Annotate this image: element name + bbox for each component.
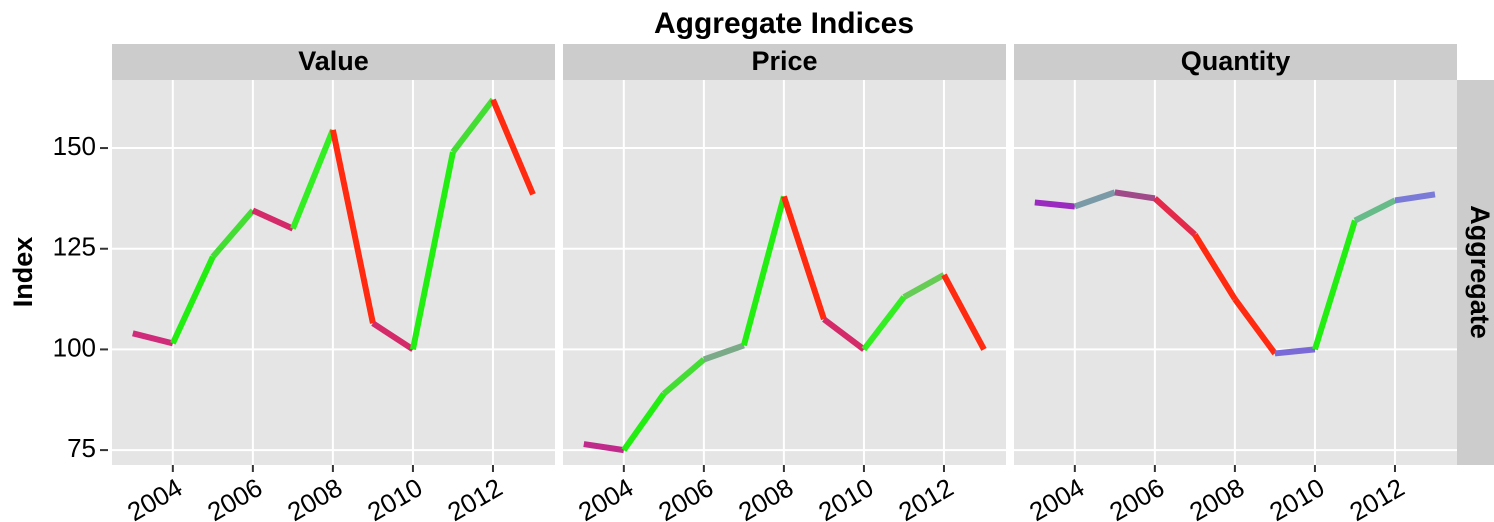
facet-strip <box>563 44 1006 80</box>
line-segment <box>702 342 745 363</box>
x-tick-label: 2012 <box>442 472 507 522</box>
x-tick-label: 2008 <box>282 472 347 522</box>
line-segment <box>861 295 907 352</box>
x-tick-label: 2006 <box>202 472 267 522</box>
line-segment <box>1353 197 1397 224</box>
y-tick-label: 150 <box>53 131 96 161</box>
line-segment <box>210 208 256 259</box>
line-segment <box>1073 189 1116 210</box>
line-segment <box>822 316 866 352</box>
x-tick-label: 2006 <box>1104 472 1169 522</box>
x-tick-label: 2012 <box>1344 472 1409 522</box>
line-segment <box>941 273 987 351</box>
line-segment <box>781 195 827 321</box>
x-tick-label: 2006 <box>653 472 718 522</box>
chart-title: Aggregate Indices <box>654 7 914 40</box>
x-tick-label: 2004 <box>122 472 187 522</box>
line-segment <box>490 98 536 196</box>
line-segment <box>450 97 496 154</box>
y-tick-label: 75 <box>67 433 96 463</box>
y-tick-label: 125 <box>53 232 96 262</box>
line-segment <box>1152 196 1197 237</box>
line-segment <box>409 151 456 351</box>
y-tick-label: 100 <box>53 332 96 362</box>
line-segment <box>583 441 625 454</box>
line-segment <box>1034 199 1076 210</box>
facet-strip <box>1014 44 1457 80</box>
line-segment <box>661 357 706 396</box>
line-segment <box>1114 189 1156 202</box>
line-segment <box>1192 233 1238 301</box>
line-segment <box>1274 346 1316 357</box>
x-tick-label: 2008 <box>733 472 798 522</box>
line-segment <box>1394 191 1436 204</box>
x-tick-label: 2004 <box>573 472 638 522</box>
facet-row-strip <box>1457 80 1494 465</box>
facet-label: Quantity <box>1181 46 1291 76</box>
line-segment <box>1232 297 1278 356</box>
facet-strip <box>112 44 555 80</box>
x-tick-label: 2010 <box>813 472 878 522</box>
line-segment <box>902 272 946 300</box>
y-axis-label: Index <box>8 237 38 308</box>
line-segment <box>170 255 216 345</box>
line-segment <box>621 391 667 452</box>
facet-label: Value <box>298 46 369 76</box>
x-tick-label: 2010 <box>1264 472 1329 522</box>
x-tick-label: 2010 <box>362 472 427 522</box>
line-segment <box>740 195 787 347</box>
line-segment <box>132 330 174 347</box>
line-segment <box>371 320 415 352</box>
line-segment <box>1312 219 1358 351</box>
line-segment <box>329 129 376 324</box>
line-segment <box>251 207 295 232</box>
x-tick-label: 2004 <box>1024 472 1089 522</box>
x-tick-label: 2012 <box>893 472 958 522</box>
line-segment <box>290 128 336 230</box>
facet-row-label: Aggregate <box>1465 205 1494 339</box>
x-tick-label: 2008 <box>1184 472 1249 522</box>
facet-label: Price <box>751 46 817 76</box>
